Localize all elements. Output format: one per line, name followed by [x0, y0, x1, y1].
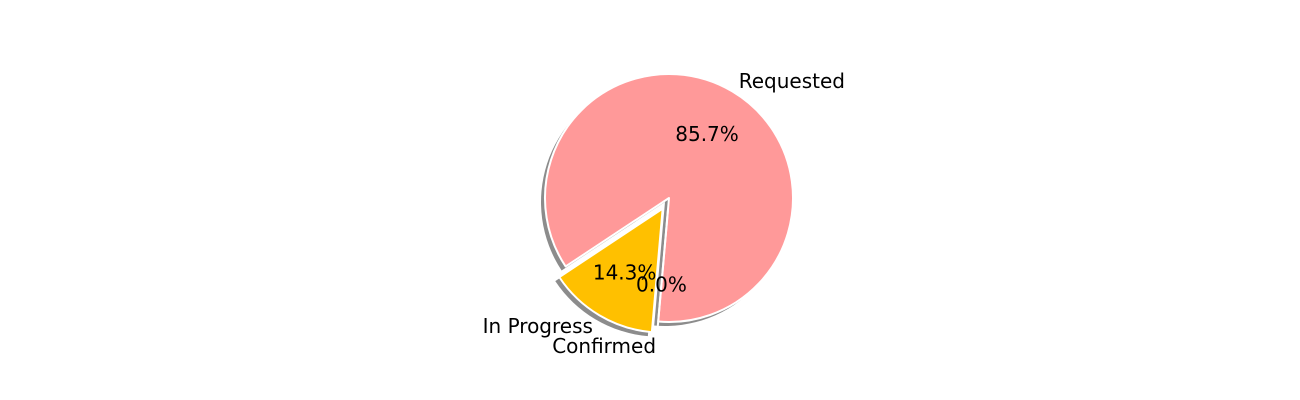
slice-in-progress: [558, 207, 664, 334]
slice-wedges: [544, 73, 794, 335]
slice-label-requested: Requested: [739, 69, 845, 93]
slice-labels: Requested 85.7% In Progress 14.3% Confirmed 0…: [483, 69, 845, 358]
slice-percent-confirmed: 0.0%: [636, 272, 687, 296]
slice-percent-requested: 85.7%: [675, 122, 739, 146]
slice-confirmed: [656, 209, 669, 335]
slice-label-confirmed: Confirmed: [552, 334, 656, 358]
slice-requested: [544, 73, 794, 323]
slice-label-in-progress: In Progress: [483, 314, 593, 338]
slice-percent-in-progress: 14.3%: [593, 261, 657, 285]
